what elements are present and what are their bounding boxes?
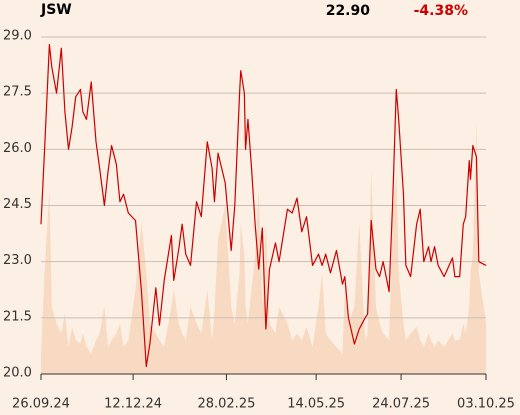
x-tick-label: 14.05.25 — [287, 397, 345, 412]
y-tick-label: 26.0 — [3, 141, 32, 156]
y-tick-label: 29.0 — [3, 29, 32, 44]
y-tick-label: 23.0 — [3, 253, 32, 268]
y-tick-label: 21.5 — [3, 309, 32, 324]
x-tick-label: 03.10.25 — [457, 397, 515, 412]
price-line — [40, 43, 487, 368]
x-tick-label: 24.07.25 — [372, 397, 430, 412]
price-change: -4.38% — [414, 3, 468, 19]
chart-title: JSW — [40, 2, 72, 18]
y-tick-label: 24.5 — [3, 197, 32, 212]
y-tick-label: 20.0 — [3, 366, 32, 381]
x-tick-label: 12.12.24 — [104, 397, 162, 412]
x-tick-label: 28.02.25 — [197, 397, 255, 412]
volume-area — [41, 121, 486, 374]
y-tick-label: 27.5 — [3, 85, 32, 100]
x-tick-label: 26.09.24 — [12, 397, 70, 412]
last-price: 22.90 — [326, 3, 371, 19]
